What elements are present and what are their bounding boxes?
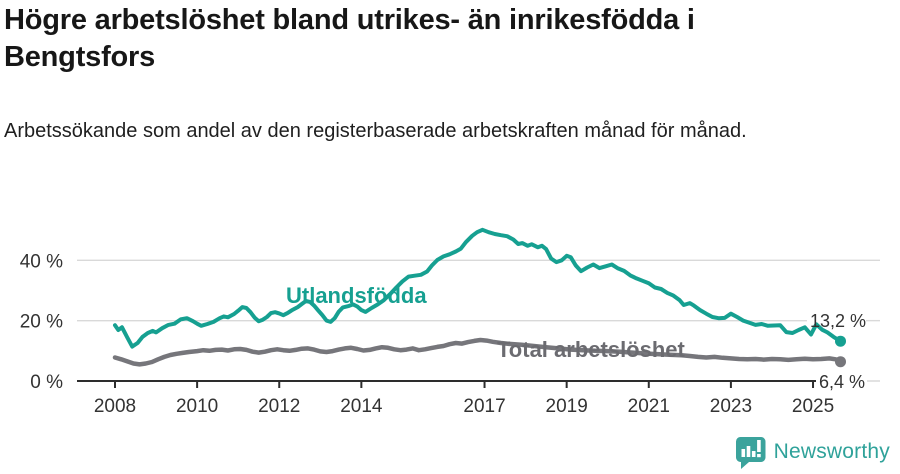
series-end-dot-utlandsfodda <box>835 335 846 347</box>
brand-name: Newsworthy <box>773 440 890 463</box>
x-tick-label: 2012 <box>258 396 300 417</box>
newsworthy-logo-icon <box>735 436 766 469</box>
y-tick-label: 40 % <box>20 251 63 272</box>
x-tick-label: 2010 <box>176 396 218 417</box>
mini-bar-chart <box>741 439 761 457</box>
series-line-utlandsfodda <box>113 227 843 349</box>
chart-subtitle: Arbetssökande som andel av den registerb… <box>4 120 747 142</box>
end-value-label-utlandsfodda: 13,2 % <box>810 311 866 331</box>
x-tick-label: 2008 <box>94 396 136 417</box>
series-end-dot-total-arbetsloshet <box>835 356 846 368</box>
chart-header: Högre arbetslöshet bland utrikes- än inr… <box>4 2 844 76</box>
y-tick-label: 20 % <box>20 312 63 333</box>
end-value-label-total: 6,4 % <box>819 372 865 392</box>
x-tick-label: 2019 <box>546 396 588 417</box>
series-lines <box>112 227 846 368</box>
axis-tick-labels: 0 % 20 % 40 % 2008 2010 2012 2014 2017 2019 2021 2… <box>20 251 834 417</box>
x-tick-label: 2023 <box>710 396 752 417</box>
series-label-utlandsfodda: Utlandsfödda <box>286 283 427 308</box>
chart-title: Högre arbetslöshet bland utrikes- än inr… <box>4 4 695 73</box>
series-label-total-arbetsloshet: Total arbetslöshet <box>497 337 686 362</box>
series-line-total-arbetsloshet <box>112 337 843 367</box>
brand-footer: Newsworthy <box>735 434 890 470</box>
x-tick-label: 2014 <box>340 396 383 417</box>
y-tick-label: 0 % <box>30 372 63 393</box>
x-tick-label: 2021 <box>628 396 670 417</box>
gridlines <box>77 259 880 382</box>
x-axis <box>77 380 816 388</box>
speech-bubble-shape <box>735 436 766 469</box>
x-tick-label: 2017 <box>463 396 505 417</box>
x-tick-label: 2025 <box>792 396 834 417</box>
